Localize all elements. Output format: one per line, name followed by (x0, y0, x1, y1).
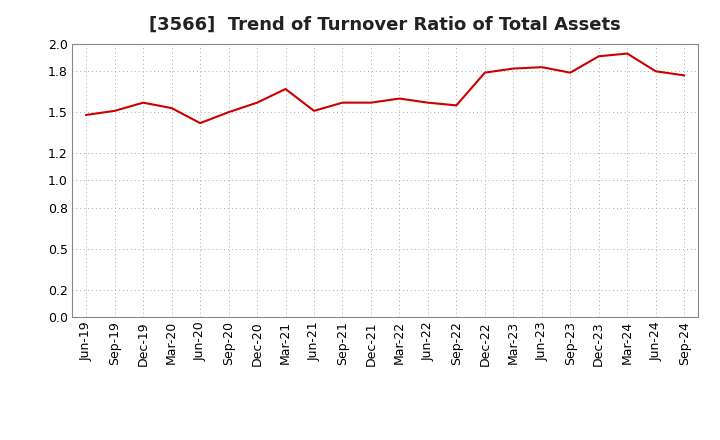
Title: [3566]  Trend of Turnover Ratio of Total Assets: [3566] Trend of Turnover Ratio of Total … (149, 16, 621, 34)
